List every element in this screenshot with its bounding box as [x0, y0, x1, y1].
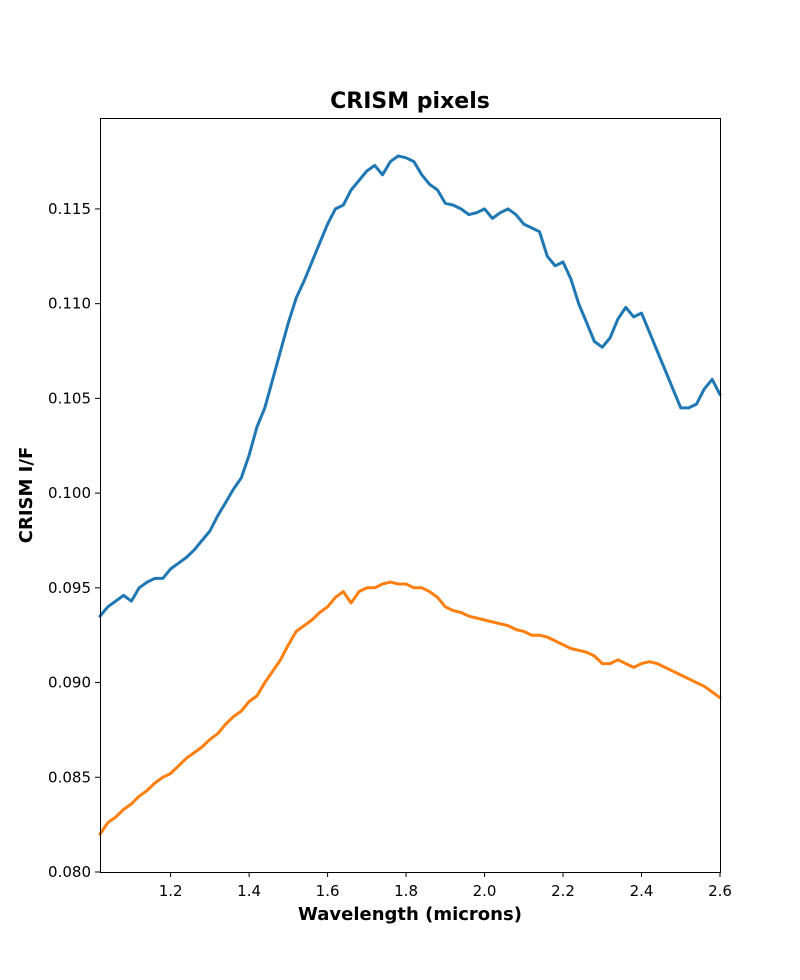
x-tick-label: 1.2: [159, 882, 183, 900]
plot-lines: [98, 154, 722, 836]
y-tick-label: 0.090: [48, 674, 91, 692]
y-tick-label: 0.105: [48, 389, 91, 407]
x-tick-label: 1.6: [316, 882, 340, 900]
x-axis-ticks: 1.2 1.4 1.6 1.8 2.0 2.2 2.4 2.6: [159, 872, 732, 900]
y-tick-label: 0.085: [48, 768, 91, 786]
x-tick-label: 2.0: [473, 882, 497, 900]
y-tick-label: 0.110: [48, 295, 91, 313]
chart-title: CRISM pixels: [330, 89, 490, 114]
y-tick-label: 0.100: [48, 484, 91, 502]
x-axis-label: Wavelength (microns): [298, 904, 522, 925]
y-tick-label: 0.080: [48, 863, 91, 881]
series-line-2: [98, 580, 722, 836]
series-line-1: [98, 154, 722, 618]
x-tick-label: 1.8: [394, 882, 418, 900]
y-tick-label: 0.115: [48, 200, 91, 218]
y-axis-label: CRISM I/F: [16, 447, 37, 543]
plot-frame: [100, 118, 721, 873]
x-tick-label: 2.2: [551, 882, 575, 900]
x-tick-label: 2.4: [630, 882, 654, 900]
y-tick-label: 0.095: [48, 579, 91, 597]
x-tick-label: 2.6: [708, 882, 732, 900]
y-axis-ticks: 0.080 0.085 0.090 0.095 0.100 0.105 0.110 0.115: [48, 200, 100, 881]
x-tick-label: 1.4: [237, 882, 261, 900]
